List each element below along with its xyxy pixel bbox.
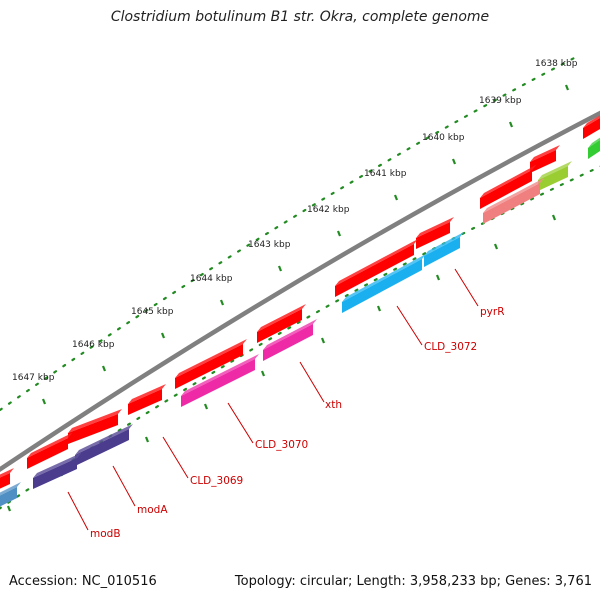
map-title: Clostridium botulinum B1 str. Okra, comp… bbox=[110, 9, 490, 25]
gene-feature[interactable] bbox=[0, 487, 17, 509]
inner-major-tick bbox=[551, 214, 557, 221]
label-leader-line bbox=[396, 305, 423, 346]
gene-feature[interactable] bbox=[27, 438, 68, 469]
inner-major-tick bbox=[320, 337, 326, 344]
gene-feature[interactable] bbox=[128, 389, 162, 415]
inner-major-tick bbox=[260, 370, 266, 377]
inner-scale-ring bbox=[0, 165, 600, 510]
gene-feature-edge bbox=[424, 232, 464, 256]
kbp-tick-label: 1643 kbp bbox=[248, 240, 291, 250]
label-leader-line bbox=[299, 361, 325, 403]
gene-feature-edge bbox=[0, 482, 21, 496]
gene-feature[interactable] bbox=[530, 150, 556, 173]
outer-major-ticks bbox=[41, 84, 570, 405]
label-leader-line bbox=[454, 268, 479, 307]
gene-feature-edge bbox=[181, 354, 259, 396]
gene-feature[interactable] bbox=[335, 244, 414, 297]
inner-major-tick bbox=[493, 243, 499, 250]
genome-backbone bbox=[0, 110, 600, 473]
gene-feature[interactable] bbox=[75, 429, 129, 466]
outer-major-tick bbox=[277, 265, 283, 272]
kbp-tick-label: 1638 kbp bbox=[535, 59, 578, 69]
inner-major-tick bbox=[203, 403, 209, 410]
gene-feature-edge bbox=[75, 424, 133, 455]
gene-feature-edge bbox=[33, 453, 81, 478]
label-leader-line bbox=[227, 402, 254, 444]
label-leader-line bbox=[162, 436, 189, 479]
gene-features bbox=[0, 115, 600, 509]
outer-major-tick bbox=[564, 84, 570, 91]
label-leader-line bbox=[112, 465, 136, 507]
inner-major-tick bbox=[376, 305, 382, 312]
gene-feature-edge bbox=[416, 217, 454, 238]
gene-feature-edge bbox=[263, 319, 317, 350]
gene-label-xth[interactable]: xth bbox=[325, 399, 342, 411]
outer-major-tick bbox=[101, 365, 107, 372]
gene-feature-edge bbox=[257, 304, 306, 332]
gene-feature-edge bbox=[128, 384, 166, 404]
gene-feature-edge bbox=[335, 239, 418, 286]
gene-feature-edge bbox=[27, 433, 72, 458]
gene-feature[interactable] bbox=[181, 359, 255, 407]
inner-major-tick bbox=[435, 274, 441, 281]
kbp-tick-label: 1641 kbp bbox=[364, 169, 407, 179]
gene-feature[interactable] bbox=[583, 118, 600, 139]
gene-label-modB[interactable]: modB bbox=[90, 528, 121, 540]
kbp-tick-label: 1644 kbp bbox=[190, 274, 233, 284]
gene-feature[interactable] bbox=[483, 183, 540, 224]
gene-label-CLD_3070[interactable]: CLD_3070 bbox=[255, 439, 308, 451]
gene-feature[interactable] bbox=[538, 166, 568, 191]
kbp-tick-label: 1646 kbp bbox=[72, 340, 115, 350]
gene-feature-edge bbox=[480, 165, 536, 198]
gene-feature[interactable] bbox=[588, 140, 600, 159]
inner-major-tick bbox=[6, 505, 12, 512]
gene-feature-edge bbox=[68, 409, 122, 433]
gene-label-pyrR[interactable]: pyrR bbox=[480, 306, 505, 318]
outer-major-tick bbox=[219, 299, 225, 306]
kbp-tick-label: 1642 kbp bbox=[307, 205, 350, 215]
gene-feature-edge bbox=[538, 161, 572, 180]
gene-feature-edge bbox=[530, 145, 560, 162]
label-leaders bbox=[67, 268, 479, 531]
gene-feature[interactable] bbox=[68, 414, 118, 444]
outer-major-tick bbox=[336, 230, 342, 237]
kbp-tick-label: 1645 kbp bbox=[131, 307, 174, 317]
kbp-tick-labels: 1638 kbp 1639 kbp 1640 kbp 1641 kbp 1642 kbp… bbox=[12, 59, 578, 383]
accession-text: Accession: NC_010516 bbox=[9, 574, 157, 589]
inner-major-ticks bbox=[6, 214, 557, 512]
genome-summary-text: Topology: circular; Length: 3,958,233 bp… bbox=[234, 574, 592, 589]
gene-feature[interactable] bbox=[257, 309, 302, 343]
outer-major-tick bbox=[451, 158, 457, 165]
gene-feature[interactable] bbox=[424, 237, 460, 267]
gene-feature-edge bbox=[483, 178, 544, 213]
gene-feature-edge bbox=[588, 137, 600, 148]
gene-feature[interactable] bbox=[416, 222, 450, 249]
outer-major-tick bbox=[393, 194, 399, 201]
gene-feature[interactable] bbox=[0, 473, 10, 491]
kbp-tick-label: 1639 kbp bbox=[479, 96, 522, 106]
gene-feature-edge bbox=[583, 115, 600, 128]
gene-feature[interactable] bbox=[33, 458, 77, 489]
outer-scale-ring bbox=[0, 53, 582, 412]
label-leader-line bbox=[67, 491, 89, 531]
outer-major-tick bbox=[508, 121, 514, 128]
outer-major-tick bbox=[41, 398, 47, 405]
gene-feature[interactable] bbox=[342, 259, 422, 313]
gene-feature[interactable] bbox=[175, 344, 243, 389]
kbp-tick-label: 1647 kbp bbox=[12, 373, 55, 383]
gene-feature[interactable] bbox=[263, 324, 313, 361]
gene-feature-edge bbox=[0, 468, 14, 478]
gene-label-CLD_3072[interactable]: CLD_3072 bbox=[424, 341, 477, 353]
gene-label-modA[interactable]: modA bbox=[137, 504, 168, 516]
gene-feature-edge bbox=[342, 254, 426, 302]
outer-major-tick bbox=[160, 332, 166, 339]
gene-feature-edge bbox=[175, 339, 247, 378]
gene-label-CLD_3069[interactable]: CLD_3069 bbox=[190, 475, 243, 487]
inner-major-tick bbox=[144, 436, 150, 443]
gene-feature[interactable] bbox=[480, 170, 532, 209]
kbp-tick-label: 1640 kbp bbox=[422, 133, 465, 143]
